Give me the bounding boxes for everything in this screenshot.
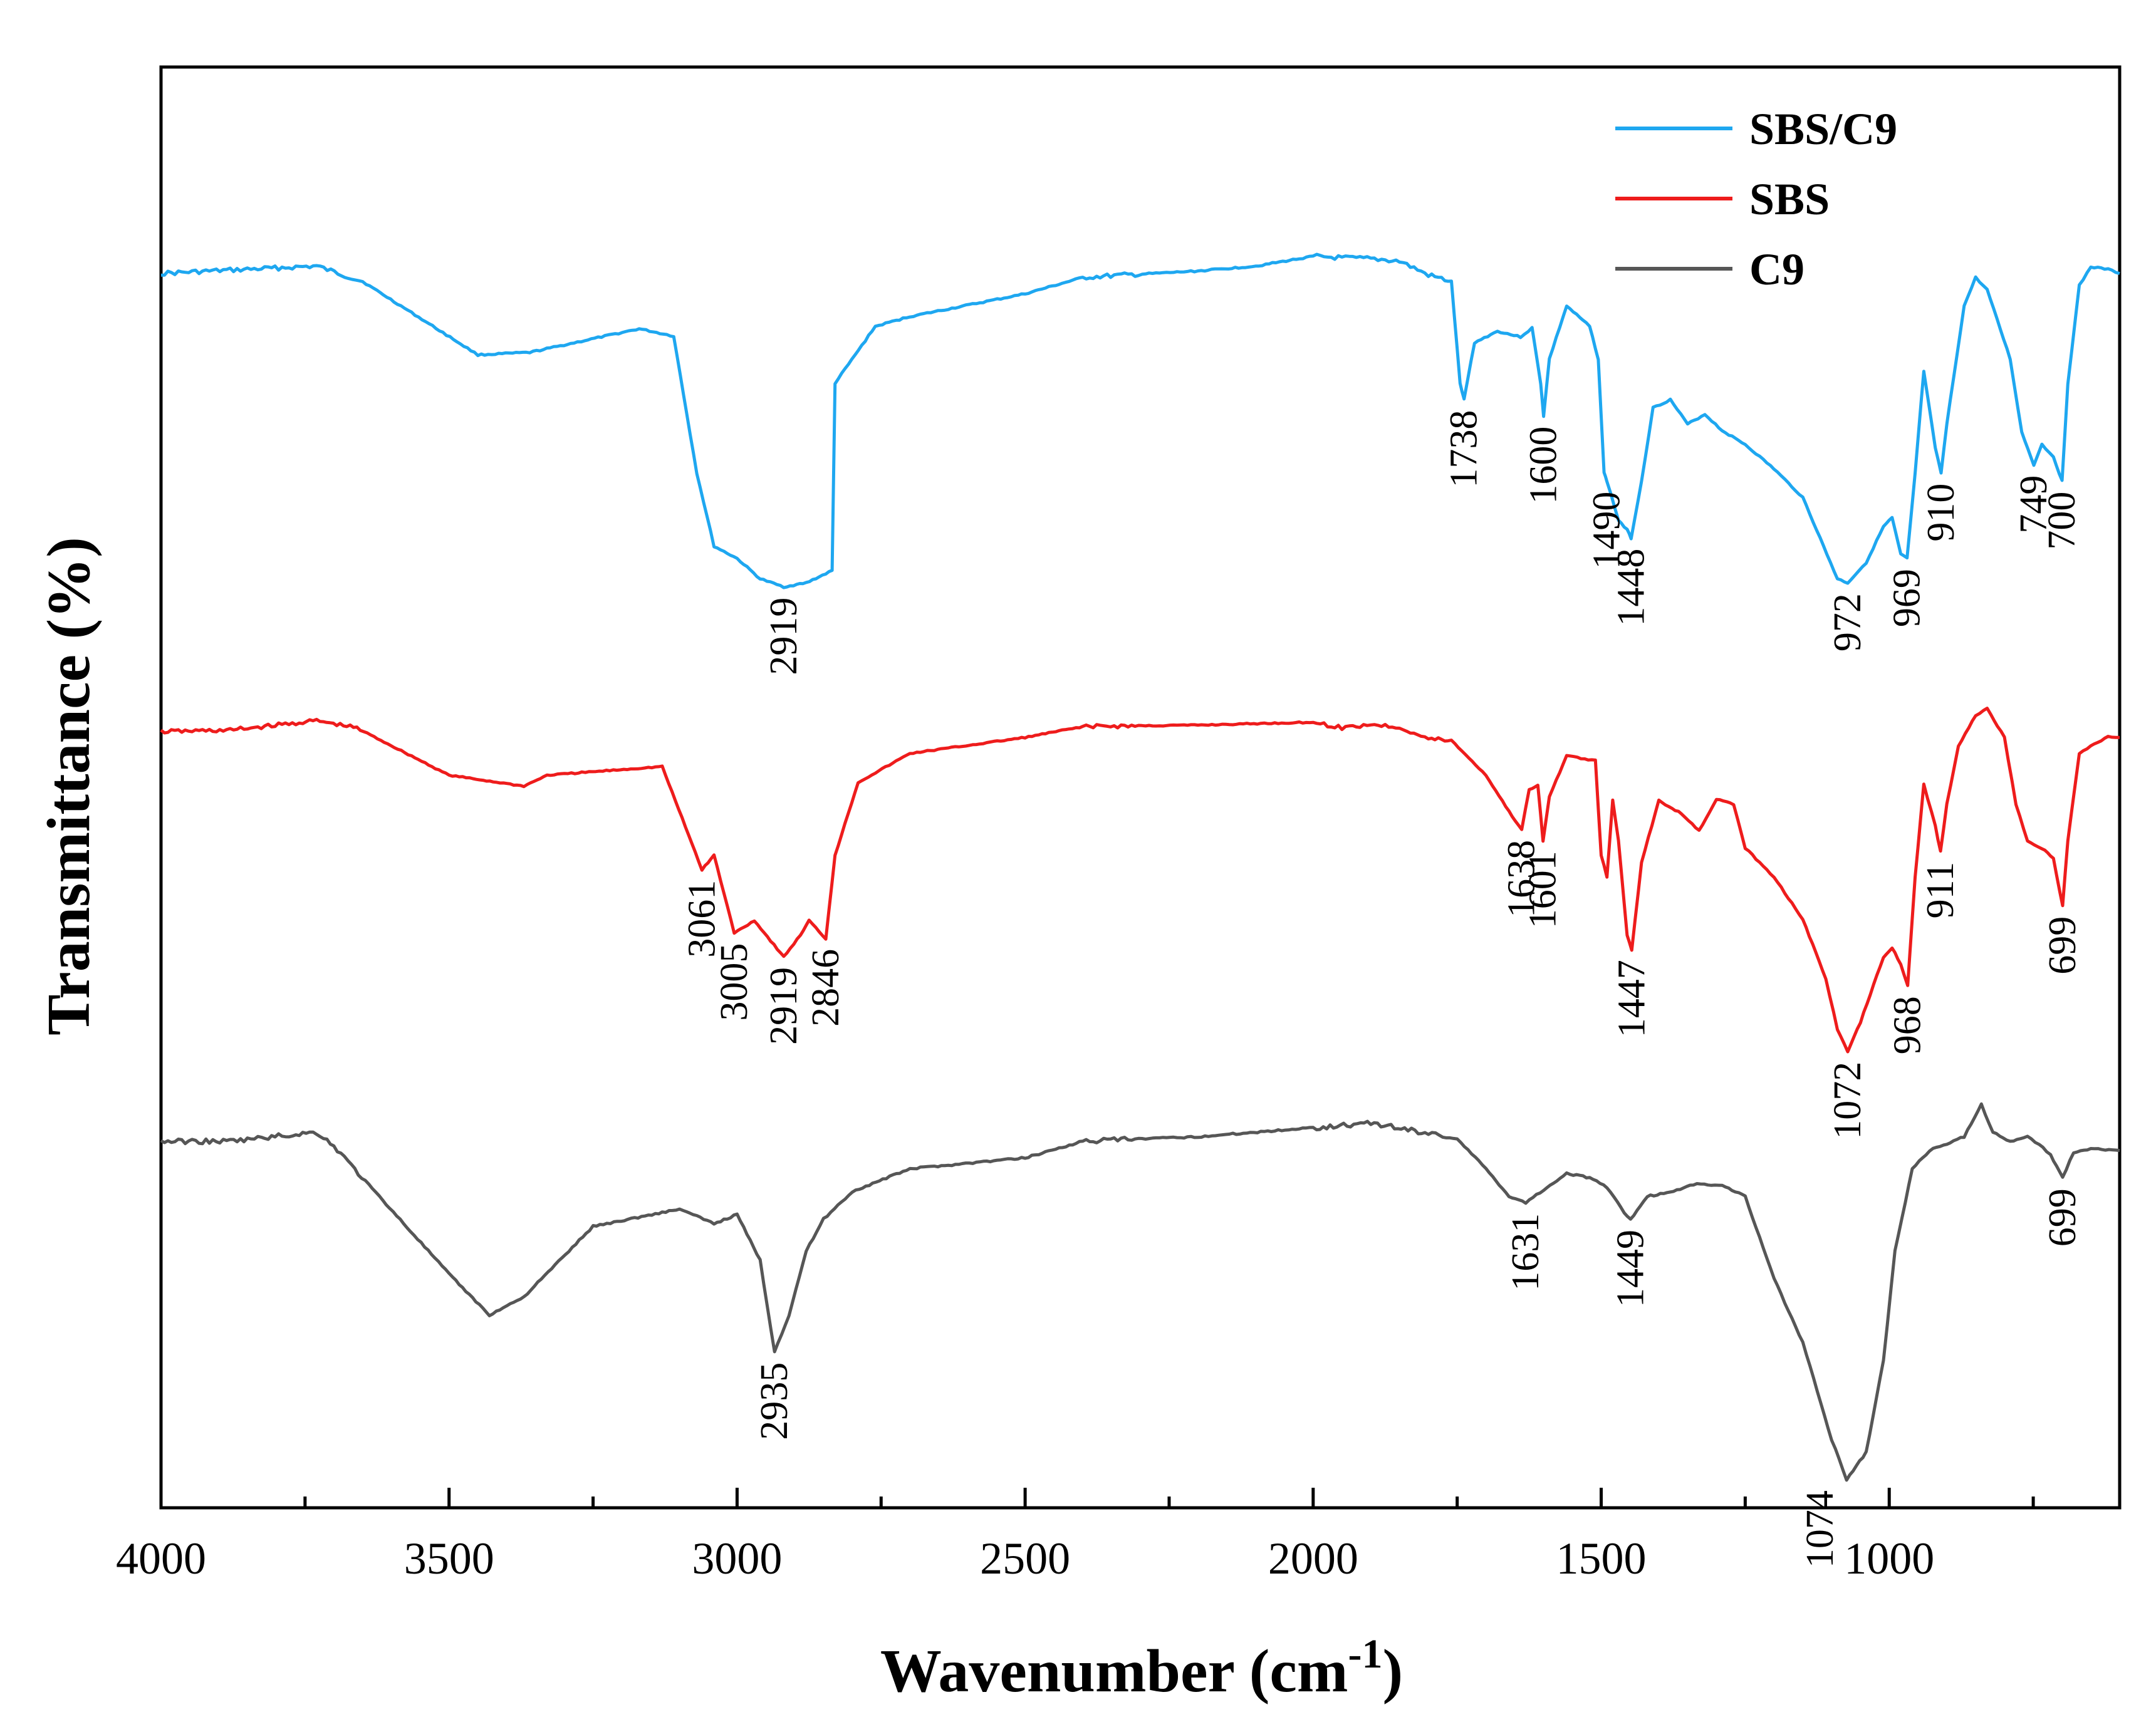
peak-label: 2846 bbox=[805, 949, 847, 1027]
x-tick-label: 2500 bbox=[980, 1533, 1070, 1584]
peak-label: 2919 bbox=[763, 598, 805, 675]
legend-label: C9 bbox=[1749, 244, 1804, 294]
series-line bbox=[160, 1102, 2120, 1482]
peak-label: 911 bbox=[1919, 862, 1962, 919]
peak-label: 749 bbox=[2013, 475, 2055, 534]
x-tick-label: 3500 bbox=[404, 1533, 494, 1584]
x-axis-title-suffix: ) bbox=[1383, 1637, 1403, 1705]
peak-label: 1072 bbox=[1826, 1062, 1869, 1139]
peak-label: 1638 bbox=[1501, 840, 1543, 918]
legend-label: SBS bbox=[1749, 174, 1830, 224]
peak-label: 699 bbox=[2041, 1188, 2084, 1247]
x-tick-label: 1500 bbox=[1556, 1533, 1647, 1584]
plot-frame bbox=[159, 65, 2122, 1510]
peak-label: 972 bbox=[1826, 593, 1869, 651]
peak-label: 1631 bbox=[1504, 1213, 1547, 1291]
y-axis-title: Transmittance (%) bbox=[35, 537, 103, 1035]
peak-label: 910 bbox=[1920, 484, 1962, 542]
peak-label: 969 bbox=[1886, 569, 1929, 627]
series-line bbox=[160, 707, 2120, 1054]
legend-label: SBS/C9 bbox=[1749, 104, 1897, 154]
peak-label: 699 bbox=[2041, 916, 2084, 975]
x-axis-title-main: Wavenumber (cm bbox=[880, 1637, 1348, 1705]
x-tick-label: 2000 bbox=[1268, 1533, 1358, 1584]
legend: SBS/C9 SBS C9 bbox=[1615, 104, 1897, 294]
x-tick-label: 3000 bbox=[692, 1533, 782, 1584]
peak-label: 1490 bbox=[1586, 492, 1628, 569]
x-axis-title: Wavenumber (cm-1) bbox=[880, 1631, 1403, 1705]
x-tick-label: 1000 bbox=[1844, 1533, 1934, 1584]
peak-label: 2919 bbox=[763, 967, 805, 1045]
peak-label: 3005 bbox=[713, 943, 756, 1021]
peak-label: 1447 bbox=[1610, 960, 1653, 1037]
peak-label: 1600 bbox=[1523, 427, 1565, 504]
x-tick-label: 4000 bbox=[116, 1533, 206, 1584]
peak-label: 2935 bbox=[753, 1362, 796, 1440]
peak-label: 1074 bbox=[1799, 1490, 1841, 1568]
x-axis-title-superscript: -1 bbox=[1348, 1631, 1383, 1677]
peak-label: 1601 bbox=[1522, 851, 1565, 928]
series-line bbox=[160, 252, 2120, 589]
peak-label: 700 bbox=[2041, 492, 2083, 550]
peak-label: 968 bbox=[1887, 996, 1929, 1054]
peak-label: 1738 bbox=[1443, 410, 1486, 488]
series-layer bbox=[160, 252, 2120, 1482]
peak-label: 1448 bbox=[1610, 549, 1652, 626]
peak-label: 3061 bbox=[680, 880, 723, 958]
x-axis: 4000 3500 3000 2500 2000 1500 1000 bbox=[116, 1488, 2035, 1584]
peak-label: 1449 bbox=[1609, 1230, 1652, 1307]
